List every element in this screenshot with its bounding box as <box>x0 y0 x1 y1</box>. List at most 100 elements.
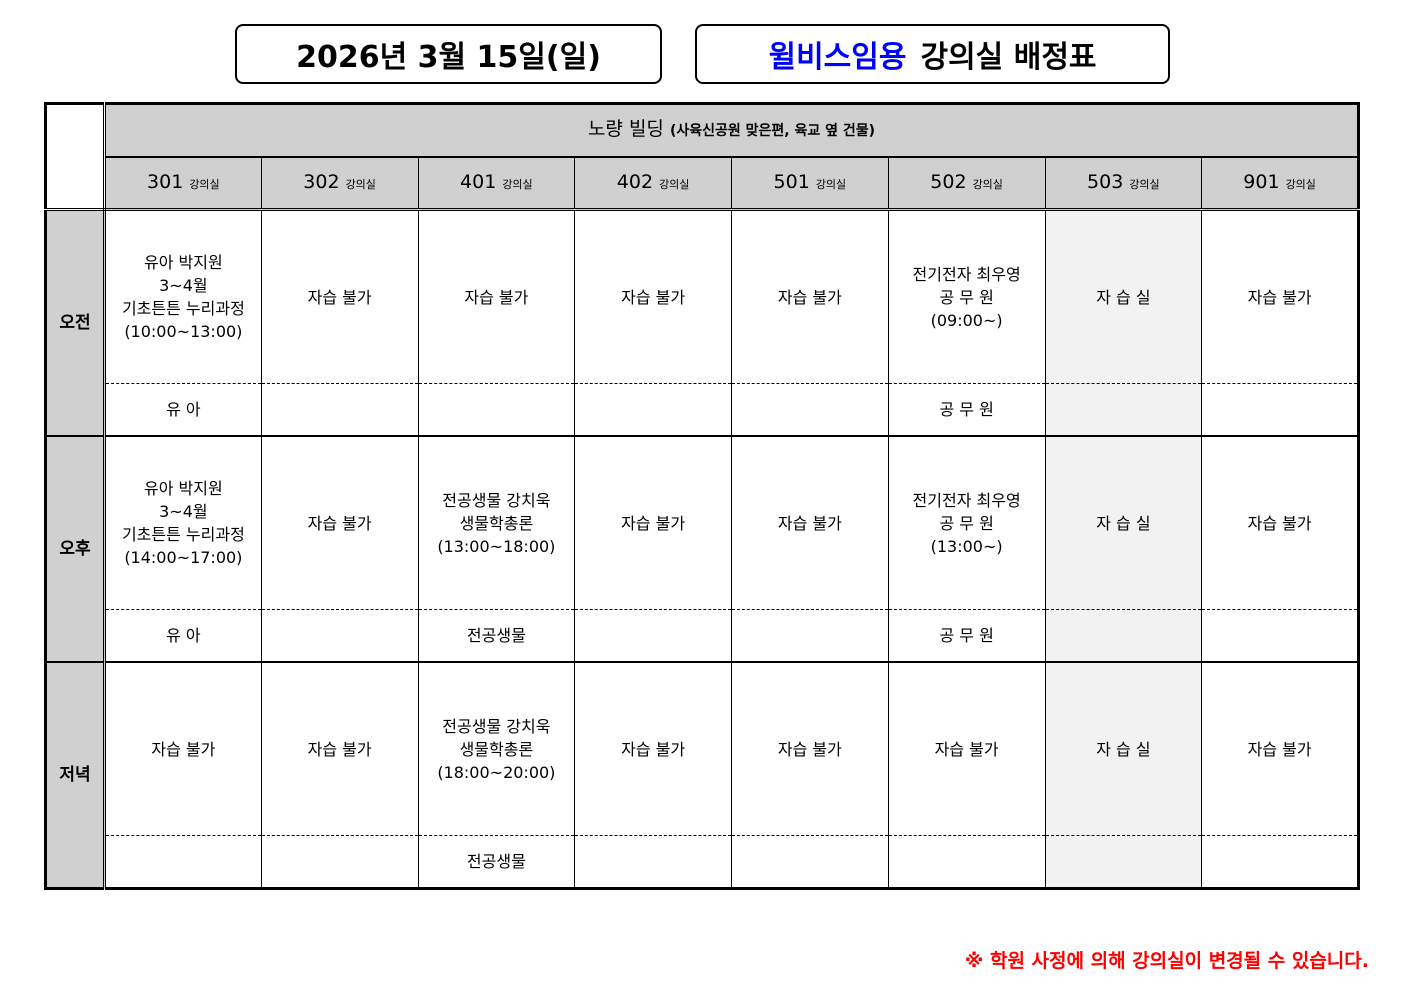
slot-line: 자습 불가 <box>307 287 372 307</box>
slot-line: 자습 불가 <box>307 513 372 533</box>
slot-category <box>1201 835 1359 890</box>
slot-category: 유 아 <box>104 383 262 437</box>
slot-line: 자습 불가 <box>307 739 372 759</box>
slot-category <box>574 835 732 890</box>
slot-line: 유아 박지원 <box>144 253 223 272</box>
slot-line: 공 무 원 <box>939 287 994 307</box>
building-note: (사육신공원 맞은편, 육교 옆 건물) <box>669 123 876 139</box>
room-header: 502 강의실 <box>887 157 1045 211</box>
slot-line: 자 습 실 <box>1096 513 1151 533</box>
period-label: 저녁 <box>45 662 106 890</box>
slot-category <box>1044 835 1202 890</box>
room-slot: 자습 불가 <box>574 209 732 384</box>
room-unit: 강의실 <box>815 177 847 191</box>
slot-line: 자습 불가 <box>1247 739 1312 759</box>
room-unit: 강의실 <box>345 177 376 191</box>
room-header: 401 강의실 <box>417 157 575 211</box>
slot-line: 자습 불가 <box>464 287 529 307</box>
room-slot: 전공생물 강치욱 생물학총론 (18:00~20:00) <box>417 662 575 836</box>
slot-category <box>417 383 575 437</box>
room-header: 901 강의실 <box>1201 157 1359 211</box>
slot-line: 자 습 실 <box>1096 287 1151 307</box>
slot-line: 전기전자 최우영 <box>912 264 1021 284</box>
slot-line: (10:00~13:00) <box>124 322 243 341</box>
room-slot: 자습 불가 <box>574 436 732 610</box>
room-number: 301 <box>147 170 184 193</box>
room-slot: 자습 불가 <box>574 662 732 836</box>
room-number: 302 <box>303 170 340 193</box>
period-label: 오후 <box>45 436 106 663</box>
room-slot: 자습 불가 <box>104 662 262 836</box>
room-unit: 강의실 <box>189 177 220 191</box>
room-slot: 자습 불가 <box>731 209 889 384</box>
slot-line: (13:00~18:00) <box>437 536 556 556</box>
room-slot: 자 습 실 <box>1044 436 1202 610</box>
slot-category <box>731 609 889 663</box>
room-slot: 자습 불가 <box>1201 662 1359 836</box>
room-slot: 자습 불가 <box>731 662 889 836</box>
room-slot: 전공생물 강치욱 생물학총론 (13:00~18:00) <box>417 436 575 610</box>
room-slot: 자습 불가 <box>260 209 418 384</box>
slot-line: 자습 불가 <box>621 513 686 533</box>
corner-cell <box>45 103 106 211</box>
slot-line: 공 무 원 <box>939 513 994 533</box>
slot-line: (09:00~) <box>930 310 1003 330</box>
slot-category <box>574 383 732 437</box>
slot-category <box>1201 383 1359 437</box>
room-unit: 강의실 <box>972 177 1003 191</box>
slot-line: 생물학총론 <box>459 739 534 759</box>
slot-line: 기초튼튼 누리과정 <box>121 525 245 544</box>
period-label: 오전 <box>45 209 106 437</box>
slot-category <box>1201 609 1359 663</box>
room-unit: 강의실 <box>659 177 690 191</box>
room-number: 402 <box>616 170 654 193</box>
room-header: 501 강의실 <box>731 157 889 211</box>
title-highlight: 윌비스임용 <box>768 40 907 75</box>
slot-category <box>731 383 889 437</box>
slot-category: 공 무 원 <box>887 383 1045 437</box>
room-slot: 자습 불가 <box>1201 436 1359 610</box>
room-number: 502 <box>930 170 967 193</box>
slot-line: 자습 불가 <box>1247 513 1312 533</box>
slot-line: (13:00~) <box>930 536 1003 556</box>
room-slot: 자습 불가 <box>731 436 889 610</box>
slot-line: 생물학총론 <box>459 513 534 533</box>
slot-line: 자습 불가 <box>621 287 686 307</box>
slot-line: 3~4월 <box>159 276 208 295</box>
slot-category <box>574 609 732 663</box>
room-unit: 강의실 <box>1285 177 1316 191</box>
slot-line: 자습 불가 <box>1247 287 1312 307</box>
schedule-table: 노량 빌딩 (사육신공원 맞은편, 육교 옆 건물) 301 강의실 302 강의실 4… <box>44 102 1360 890</box>
room-slot: 자습 불가 <box>887 662 1045 836</box>
title: 강의실 배정표 <box>920 40 1097 75</box>
room-number: 501 <box>773 170 810 193</box>
slot-line: 자습 불가 <box>777 287 842 307</box>
room-header: 503 강의실 <box>1044 157 1202 211</box>
room-slot: 자 습 실 <box>1044 209 1202 384</box>
slot-line: 전공생물 강치욱 <box>442 716 551 736</box>
slot-category: 전공생물 <box>417 609 575 663</box>
slot-category: 전공생물 <box>417 835 575 890</box>
date: 2026년 3월 15일(일) <box>296 40 601 75</box>
room-slot: 유아 박지원 3~4월 기초튼튼 누리과정 (14:00~17:00) <box>104 436 262 610</box>
slot-line: 자습 불가 <box>621 739 686 759</box>
slot-line: 자습 불가 <box>777 513 842 533</box>
room-number: 401 <box>460 170 497 193</box>
slot-category <box>731 835 889 890</box>
slot-category: 공 무 원 <box>887 609 1045 663</box>
slot-line: 기초튼튼 누리과정 <box>121 299 245 318</box>
slot-category <box>104 835 262 890</box>
slot-category <box>260 383 418 437</box>
room-unit: 강의실 <box>502 177 533 191</box>
slot-line: 자 습 실 <box>1096 739 1151 759</box>
slot-line: 전기전자 최우영 <box>912 490 1021 510</box>
room-number: 901 <box>1243 170 1280 193</box>
slot-line: (14:00~17:00) <box>124 548 243 567</box>
slot-category <box>887 835 1045 890</box>
slot-line: 자습 불가 <box>934 739 999 759</box>
footer-note: ※ 학원 사정에 의해 강의실이 변경될 수 있습니다. <box>964 950 1369 972</box>
room-slot: 자습 불가 <box>260 436 418 610</box>
